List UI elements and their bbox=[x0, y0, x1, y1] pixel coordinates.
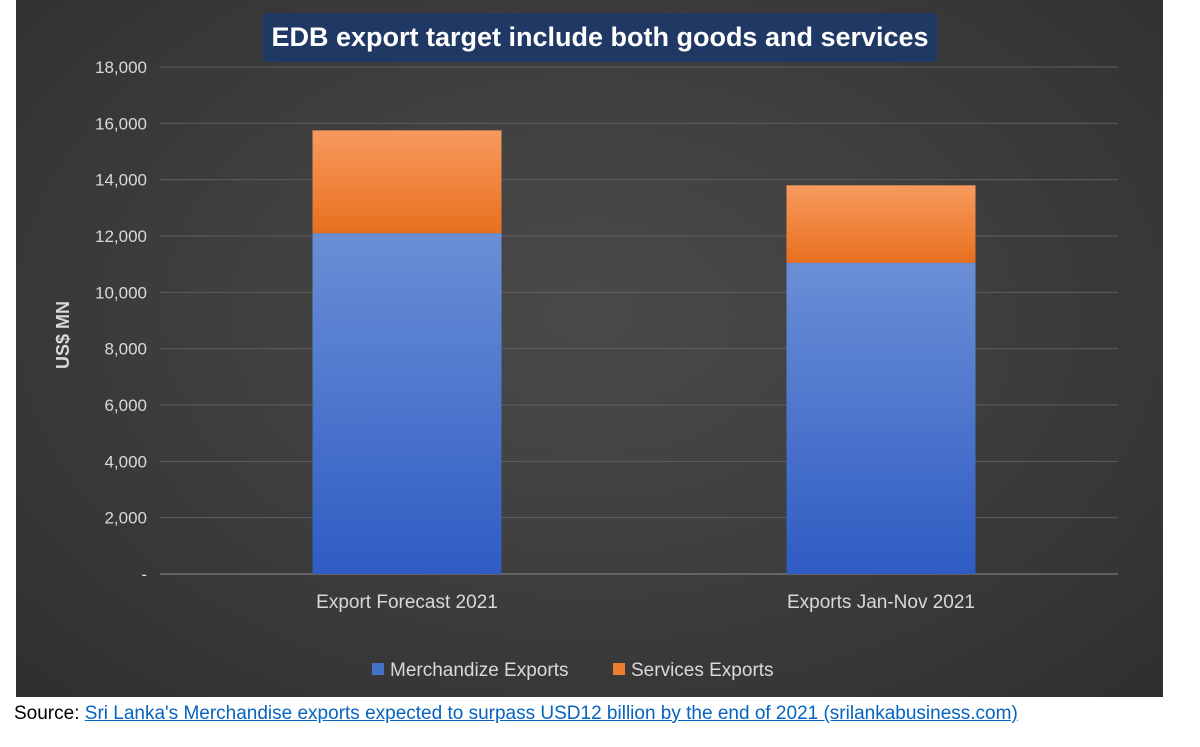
y-tick-label: - bbox=[141, 565, 147, 584]
y-tick-labels: - 2,000 4,000 6,000 8,000 10,000 12,000 14,000 1… bbox=[95, 58, 147, 584]
bars bbox=[312, 130, 976, 574]
bar-merchandize-exports bbox=[786, 262, 976, 574]
category-labels: Export Forecast 2021 Exports Jan-Nov 2021 bbox=[316, 592, 975, 613]
chart-canvas: - 2,000 4,000 6,000 8,000 10,000 12,000 14,000 1… bbox=[53, 58, 1118, 681]
y-tick-label: 12,000 bbox=[95, 227, 147, 246]
y-tick-label: 14,000 bbox=[95, 171, 147, 190]
legend-swatch bbox=[613, 663, 625, 675]
y-tick-label: 2,000 bbox=[104, 509, 147, 528]
bar-services-exports bbox=[312, 130, 502, 234]
x-category-label: Export Forecast 2021 bbox=[316, 592, 498, 613]
source-link[interactable]: Sri Lanka's Merchandise exports expected… bbox=[84, 703, 1018, 724]
y-tick-label: 4,000 bbox=[104, 452, 147, 471]
bar-services-exports bbox=[786, 185, 976, 263]
source-prefix: Source: bbox=[14, 703, 85, 724]
y-tick-label: 16,000 bbox=[95, 114, 147, 133]
y-axis-title: US$ MN bbox=[53, 301, 73, 369]
bar-merchandize-exports bbox=[312, 233, 502, 574]
y-tick-label: 10,000 bbox=[95, 283, 147, 302]
source-line: Source: Sri Lanka's Merchandise exports … bbox=[14, 703, 1018, 725]
chart-title: EDB export target include both goods and… bbox=[263, 13, 937, 62]
y-tick-label: 8,000 bbox=[104, 340, 147, 359]
legend-label: Services Exports bbox=[631, 660, 774, 681]
y-tick-label: 18,000 bbox=[95, 58, 147, 77]
x-category-label: Exports Jan-Nov 2021 bbox=[787, 592, 975, 613]
legend-swatch bbox=[372, 663, 384, 675]
legend: Merchandize Exports Services Exports bbox=[372, 660, 774, 681]
legend-label: Merchandize Exports bbox=[390, 660, 568, 681]
y-tick-label: 6,000 bbox=[104, 396, 147, 415]
